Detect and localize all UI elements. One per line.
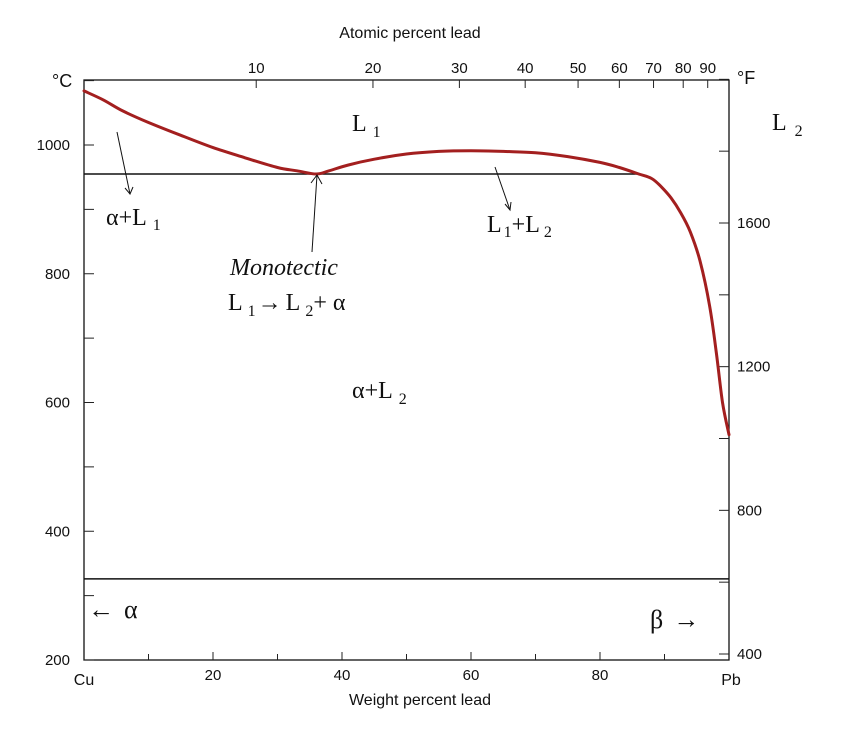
pointer-arrow-l1-l2 (494, 166, 512, 212)
top-tick-label: 70 (645, 60, 662, 77)
left-tick-label: 800 (45, 266, 70, 283)
top-tick-label: 90 (699, 60, 716, 77)
left-tick-label: 200 (45, 652, 70, 669)
top-tick-label: 40 (517, 60, 534, 77)
bottom-tick-label: 80 (592, 667, 609, 684)
monotectic-title: Monotectic (229, 255, 338, 281)
region-label-alpha: ← α (88, 595, 138, 624)
bottom-tick-label: 20 (205, 667, 222, 684)
top-tick-label: 80 (675, 60, 692, 77)
top-tick-label: 50 (570, 60, 587, 77)
left-tick-label: 400 (45, 523, 70, 540)
left-tick-label: 1000 (37, 137, 70, 154)
right-axis-unit: °F (737, 68, 755, 88)
right-tick-label: 400 (737, 646, 762, 663)
left-tick-label: 600 (45, 395, 70, 412)
pointer-arrow-monotectic (310, 174, 323, 253)
region-label-beta: β → (650, 605, 699, 634)
top-axis-title: Atomic percent lead (339, 25, 480, 42)
left-end-label: Cu (74, 672, 94, 689)
region-label-l1-l2: L 1+L 2 (487, 212, 552, 241)
top-tick-label: 30 (451, 60, 468, 77)
ticks-layer: 20 40 60 80 10 20 30 40 50 60 70 80 90 200 400 600 800 10… (37, 60, 771, 684)
top-tick-label: 20 (365, 60, 382, 77)
region-label-alpha-l2: α+L 2 (352, 378, 407, 408)
right-tick-label: 1600 (737, 215, 770, 232)
right-tick-label: 800 (737, 502, 762, 519)
liquidus-curve (82, 89, 731, 437)
bottom-axis-title: Weight percent lead (349, 692, 491, 709)
right-tick-label: 1200 (737, 359, 770, 376)
top-tick-label: 60 (611, 60, 628, 77)
bottom-tick-label: 40 (334, 667, 351, 684)
plot-frame (83, 79, 730, 661)
monotectic-reaction: L 1→ L 2+ α (228, 290, 346, 320)
pointer-arrow-alpha-l1 (116, 131, 134, 195)
region-label-alpha-l1: α+L 1 (106, 205, 161, 234)
top-tick-label: 10 (248, 60, 265, 77)
right-end-label: Pb (721, 672, 741, 689)
left-axis-unit: °C (52, 71, 72, 91)
bottom-tick-label: 60 (463, 667, 480, 684)
